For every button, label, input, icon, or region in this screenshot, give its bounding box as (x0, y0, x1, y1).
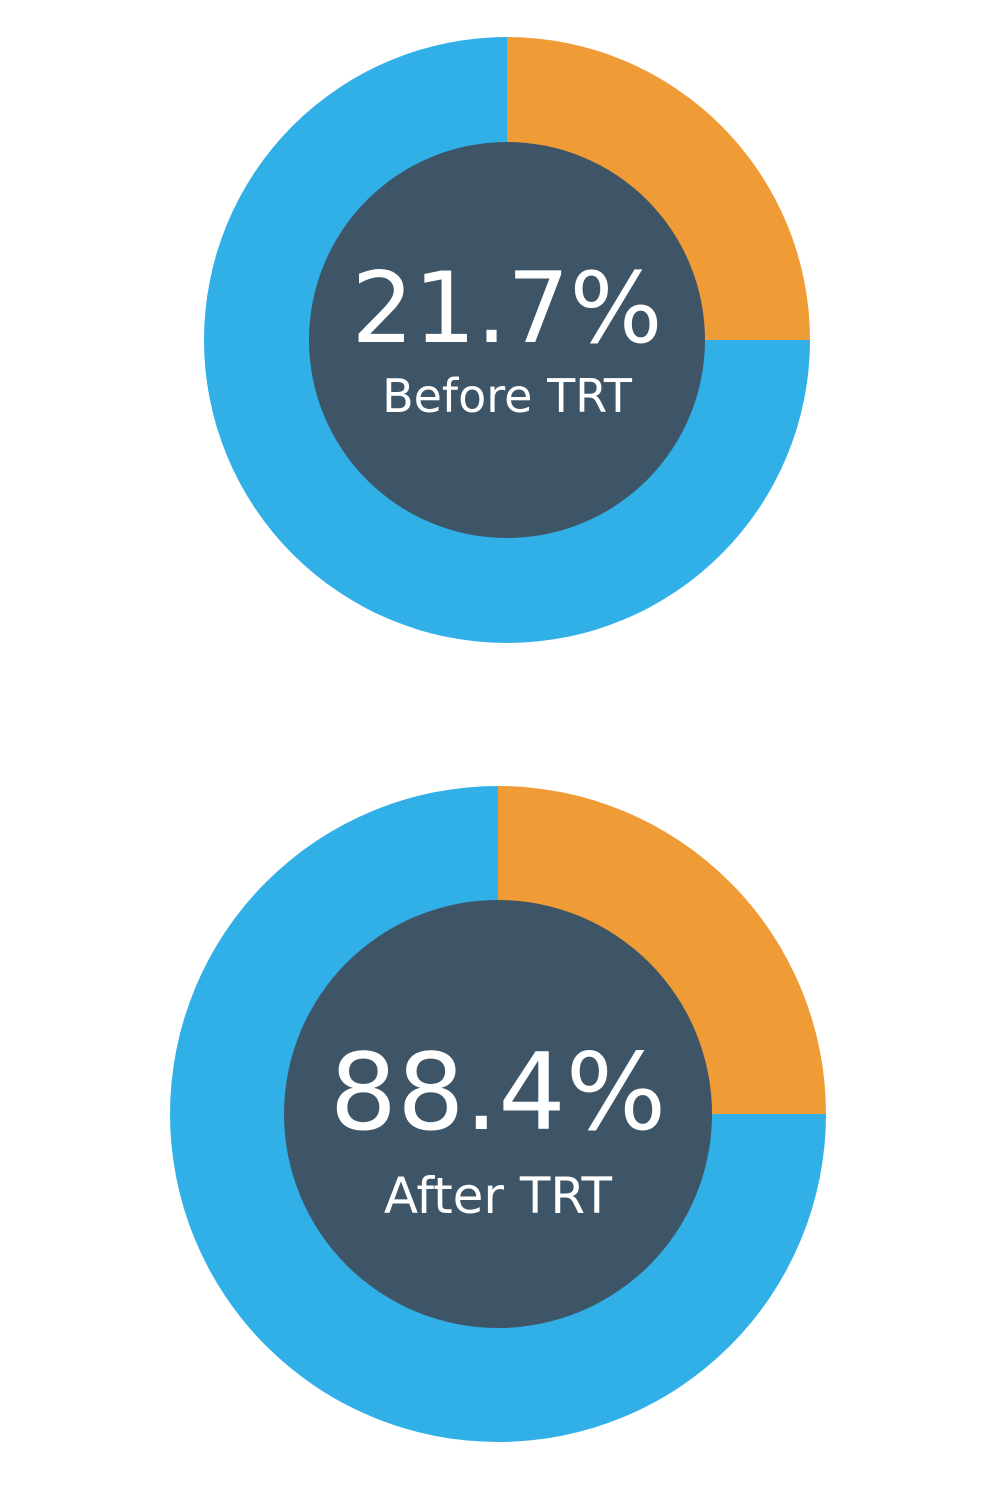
donut-after-center-value: 88.4% (330, 1031, 667, 1154)
donut-after-trt: 88.4% After TRT (170, 786, 826, 1442)
donut-before-center-label: Before TRT (382, 369, 633, 423)
donut-before-center-circle (309, 142, 705, 538)
donut-before-center-value: 21.7% (351, 252, 662, 366)
donut-before-trt: 21.7% Before TRT (204, 37, 810, 643)
donut-after-center-circle (284, 900, 712, 1328)
donut-after-center-label: After TRT (384, 1167, 613, 1225)
